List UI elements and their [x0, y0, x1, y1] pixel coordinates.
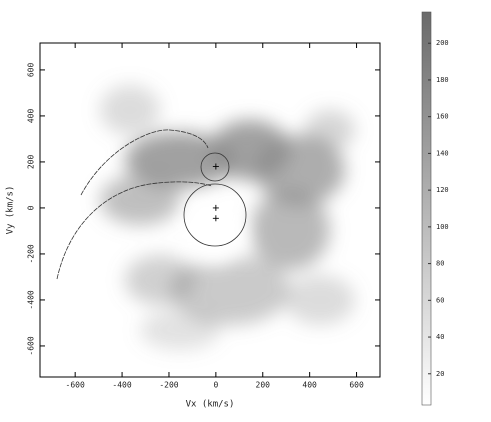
colorbar-tick-label: 120 [436, 186, 449, 194]
colorbar-tick-label: 180 [436, 76, 449, 84]
colorbar [421, 11, 432, 406]
trajectories [56, 129, 213, 280]
y-tick-label: 200 [27, 155, 36, 170]
x-tick-label: -600 [66, 381, 85, 390]
colorbar-tick-label: 160 [436, 113, 449, 121]
y-axis-label: Vy (km/s) [6, 186, 16, 235]
plot-frame [39, 42, 381, 378]
x-tick-label: -200 [159, 381, 178, 390]
y-tick-label: 0 [27, 205, 36, 210]
x-tick-label: -400 [112, 381, 131, 390]
marker [212, 204, 219, 211]
colorbar-tick-label: 140 [436, 149, 449, 157]
colorbar-tick-label: 60 [436, 296, 444, 304]
y-tick-label: -600 [27, 336, 36, 355]
colorbar-tick-label: 20 [436, 370, 444, 378]
colorbar-tick-label: 80 [436, 260, 444, 268]
x-tick-label: 0 [213, 381, 218, 390]
y-tick-label: -200 [27, 244, 36, 263]
y-tick-label: -400 [27, 290, 36, 309]
intensity-map [100, 85, 355, 350]
x-tick-label: 400 [302, 381, 317, 390]
colorbar-tick-label: 40 [436, 333, 444, 341]
x-axis-label: Vx (km/s) [186, 400, 235, 410]
x-tick-label: 200 [256, 381, 271, 390]
roche-lobes [183, 152, 247, 247]
x-tick-label: 600 [349, 381, 364, 390]
y-tick-label: 600 [27, 63, 36, 78]
marker [212, 215, 219, 222]
colorbar-tick-label: 100 [436, 223, 449, 231]
colorbar-tick-label: 200 [436, 39, 449, 47]
y-tick-label: 400 [27, 109, 36, 124]
marker [212, 163, 219, 170]
